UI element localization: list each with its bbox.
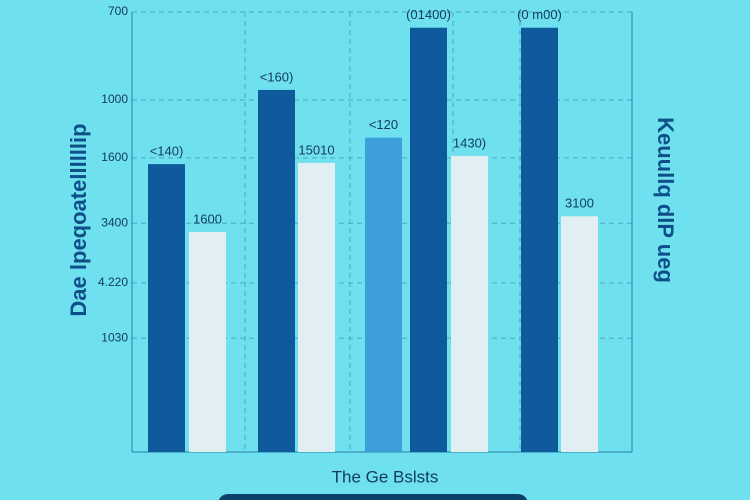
bar <box>148 164 185 452</box>
value-label: 15010 <box>298 142 334 157</box>
y-tick-label: 4.220 <box>98 275 128 289</box>
bar <box>298 162 335 452</box>
y-tick-label: 1030 <box>101 330 128 344</box>
value-label: 3100 <box>565 196 594 211</box>
chart-title: The Ge Bslsts <box>332 467 439 486</box>
y-axis-label: Dae lpeqoatellllllip <box>66 123 91 316</box>
bar <box>189 232 226 452</box>
bar <box>365 137 402 452</box>
y-tick-label: 1600 <box>101 150 128 164</box>
value-label: <160) <box>260 69 294 84</box>
y-tick-label: 3400 <box>101 215 128 229</box>
bar <box>451 155 488 452</box>
bar <box>561 216 598 452</box>
value-label: (01400) <box>406 7 451 22</box>
bar <box>521 27 558 452</box>
y-tick-label: 700 <box>108 4 128 18</box>
bar <box>410 27 447 452</box>
y-tick-label: 1000 <box>101 92 128 106</box>
value-label: 1600 <box>193 211 222 226</box>
value-label: <120 <box>369 117 398 132</box>
bar <box>258 89 295 452</box>
value-label: (0 m00) <box>517 7 562 22</box>
y2-axis-label: Keuullq dlP ueg <box>653 117 678 283</box>
value-label: <140) <box>150 144 184 159</box>
value-label: 1430) <box>453 135 486 150</box>
bottom-button[interactable] <box>218 494 528 500</box>
